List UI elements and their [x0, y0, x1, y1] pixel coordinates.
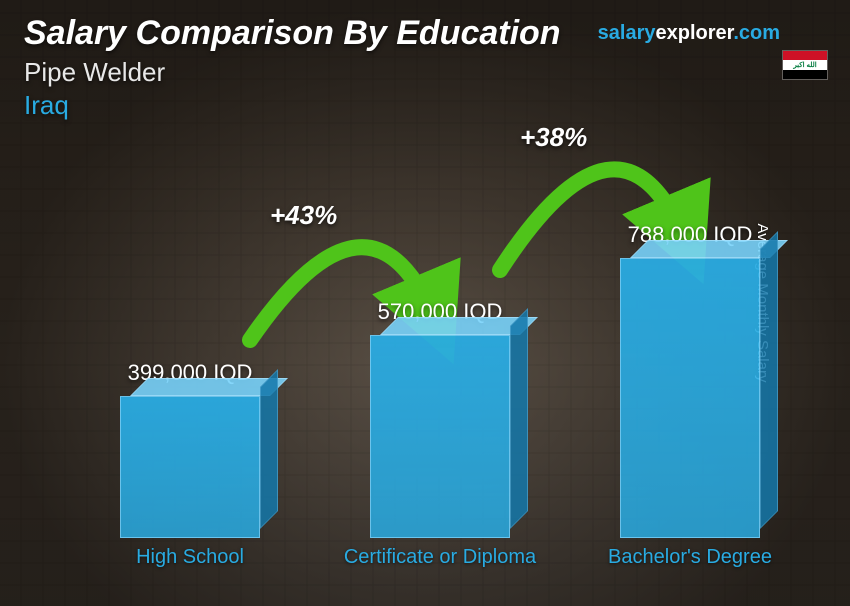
- bar-group: 399,000 IQDHigh School: [110, 360, 270, 538]
- flag-stripe-red: [783, 51, 827, 60]
- bar-label: Bachelor's Degree: [590, 546, 790, 569]
- job-subtitle: Pipe Welder: [24, 57, 826, 88]
- bar-label: Certificate or Diploma: [340, 546, 540, 569]
- country-label: Iraq: [24, 90, 826, 121]
- increase-label: +38%: [520, 122, 587, 153]
- bar-group: 788,000 IQDBachelor's Degree: [610, 222, 770, 538]
- bar-chart: 399,000 IQDHigh School 570,000 IQDCertifi…: [60, 140, 790, 588]
- brand-part2: explorer: [655, 22, 733, 44]
- brand-logo: salaryexplorer.com: [598, 22, 780, 45]
- country-flag-icon: الله اكبر: [782, 50, 828, 80]
- bar-label: High School: [90, 546, 290, 569]
- bar-3d: [370, 335, 510, 538]
- bar-3d: [120, 396, 260, 538]
- bar-front-face: [620, 258, 760, 538]
- flag-script: الله اكبر: [793, 61, 816, 69]
- flag-stripe-black: [783, 70, 827, 79]
- bar-side-face: [760, 231, 778, 529]
- flag-stripe-white: الله اكبر: [783, 60, 827, 69]
- bar-side-face: [510, 308, 528, 529]
- bar-front-face: [120, 396, 260, 538]
- brand-part1: salary: [598, 22, 656, 44]
- bar-3d: [620, 258, 760, 538]
- bar-group: 570,000 IQDCertificate or Diploma: [360, 299, 520, 538]
- bar-front-face: [370, 335, 510, 538]
- brand-part3: .com: [733, 22, 780, 44]
- bar-side-face: [260, 369, 278, 529]
- increase-label: +43%: [270, 200, 337, 231]
